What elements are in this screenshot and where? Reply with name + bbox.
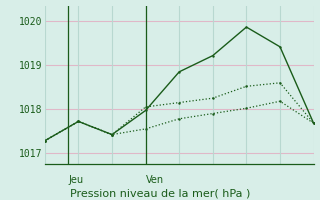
Text: Jeu: Jeu: [68, 175, 84, 185]
Text: Pression niveau de la mer( hPa ): Pression niveau de la mer( hPa ): [70, 188, 250, 198]
Text: Ven: Ven: [146, 175, 164, 185]
